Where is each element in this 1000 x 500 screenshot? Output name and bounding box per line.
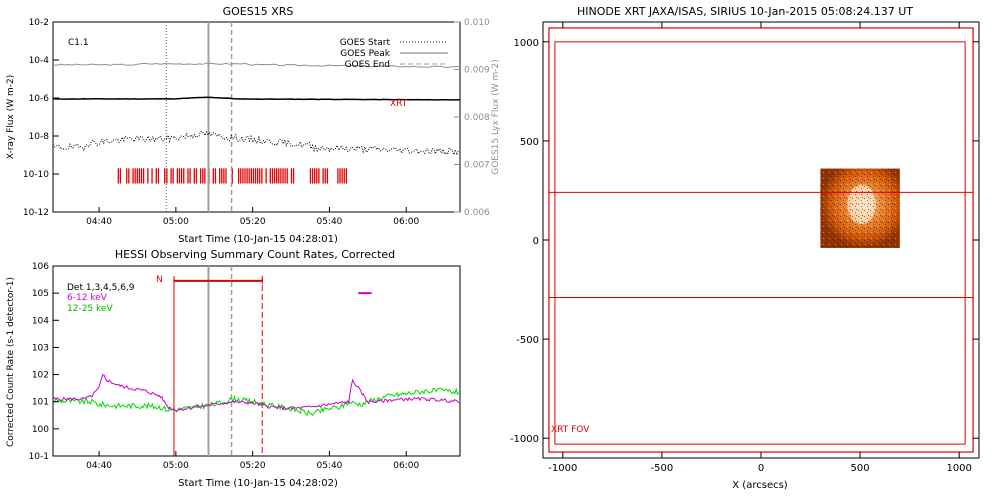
goes-x-tick-label: 06:00 (393, 217, 419, 227)
hessi-x-tick-label: 04:40 (86, 461, 112, 471)
goes-x-tick-label: 05:40 (316, 217, 342, 227)
hessi-12-25-series (52, 387, 460, 417)
hessi-event-lines (173, 266, 263, 456)
hessi-state-bars (173, 277, 372, 295)
goes-y-tick-label: 10-12 (23, 208, 49, 218)
goes-right-tick-label: 0.007 (464, 161, 490, 171)
legend-goes-start: GOES Start (340, 38, 391, 48)
xrt-image-noise (820, 168, 900, 248)
xrt-y-ticks: -1000 -500 0 500 1000 (510, 38, 979, 445)
hessi-y-tick-label: 102 (32, 371, 49, 381)
goes-xrt-marks (117, 168, 347, 184)
xrt-fov-boxes (548, 27, 974, 453)
hessi-x-tick-label: 05:20 (240, 461, 266, 471)
goes-y-tick-label: 10-10 (23, 170, 49, 180)
goes-right-tick-label: 0.006 (464, 208, 490, 218)
xrt-x-tick-label: -1000 (548, 463, 577, 474)
goes-y-ticks: 10-12 10-10 10-8 10-6 10-4 10-2 (23, 18, 59, 218)
xrt-x-axis-label: X (arcsecs) (732, 480, 788, 491)
hessi-night-marker: N (156, 275, 163, 285)
xrt-x-tick-label: -500 (651, 463, 674, 474)
xrt-fov-label: XRT FOV (551, 425, 590, 435)
hessi-y-tick-label: 105 (32, 289, 49, 299)
goes-panel: GOES15 XRS 04:40 05:00 05:20 05:40 06:00 10-… (6, 5, 501, 245)
hessi-x-tick-label: 05:00 (163, 461, 189, 471)
goes-y-tick-label: 10-2 (29, 18, 49, 28)
goes-long-series (52, 96, 461, 101)
hessi-legend-6-12: 6-12 keV (67, 293, 108, 303)
hessi-y-tick-label: 100 (32, 425, 49, 435)
xrt-y-tick-label: 0 (533, 236, 539, 247)
goes-plot-frame (52, 21, 461, 213)
legend-goes-peak: GOES Peak (340, 49, 390, 59)
hessi-legend-detectors: Det 1,3,4,5,6,9 (67, 283, 135, 293)
goes-x-tick-label: 04:40 (86, 217, 112, 227)
hessi-y-axis-label: Corrected Count Rate (s-1 detector-1) (6, 277, 16, 447)
goes-class-label: C1.1 (68, 38, 89, 48)
goes-right-tick-label: 0.009 (464, 66, 490, 76)
hessi-y-tick-label: 101 (32, 398, 49, 408)
hessi-6-12-series (52, 374, 460, 412)
goes-xrt-label: XRT (390, 99, 408, 109)
xrt-y-tick-label: -500 (516, 335, 539, 346)
xrt-y-tick-label: -1000 (510, 434, 539, 445)
hessi-panel: HESSI Observing Summary Count Rates, Cor… (6, 248, 461, 489)
xrt-x-ticks: -1000 -500 0 500 1000 (548, 22, 972, 474)
goes-right-tick-label: 0.008 (464, 113, 490, 123)
goes-x-ticks: 04:40 05:00 05:20 05:40 06:00 (86, 207, 419, 227)
goes-x-axis-label: Start Time (10-Jan-15 04:28:01) (178, 234, 338, 245)
xrt-x-tick-label: 0 (758, 463, 764, 474)
goes-y-tick-label: 10-6 (29, 94, 50, 104)
xrt-title: HINODE XRT JAXA/ISAS, SIRIUS 10-Jan-2015… (577, 5, 913, 18)
goes-event-lines (165, 22, 233, 212)
xrt-plot-frame (542, 21, 980, 459)
xrt-fov-outer (548, 27, 974, 453)
goes-legend: GOES Start GOES Peak GOES End (340, 38, 448, 70)
hessi-y-tick-label: 10-1 (29, 452, 49, 462)
hessi-y-ticks: 10-1 100 101 102 103 104 105 106 (29, 262, 59, 462)
xrt-x-tick-label: 500 (851, 463, 870, 474)
xrt-y-tick-label: 500 (520, 137, 539, 148)
goes-y-tick-label: 10-8 (29, 132, 50, 142)
hessi-x-ticks: 04:40 05:00 05:20 05:40 06:00 (86, 451, 419, 471)
goes-lyx-series (52, 62, 461, 68)
goes-y-tick-label: 10-4 (29, 56, 50, 66)
hessi-title: HESSI Observing Summary Count Rates, Cor… (115, 248, 395, 261)
hessi-x-tick-label: 06:00 (393, 461, 419, 471)
xrt-x-tick-label: 1000 (946, 463, 971, 474)
goes-short-series (52, 130, 459, 157)
goes-right-axis-label: GOES15 Lyx Flux (W m-2) (491, 59, 501, 175)
goes-x-tick-label: 05:20 (240, 217, 266, 227)
xrt-fov-inner (554, 41, 966, 445)
hessi-y-tick-label: 106 (32, 262, 49, 272)
hessi-legend-12-25: 12-25 keV (67, 304, 113, 314)
solar-xray-image (820, 168, 900, 248)
hessi-plot-frame (52, 265, 461, 457)
goes-y-axis-label: X-ray Flux (W m-2) (6, 75, 16, 159)
goes-right-ticks: 0.006 0.007 0.008 0.009 0.010 (454, 18, 490, 218)
goes-x-tick-label: 05:00 (163, 217, 189, 227)
hessi-x-tick-label: 05:40 (316, 461, 342, 471)
xrt-y-tick-label: 1000 (514, 38, 539, 49)
hessi-x-axis-label: Start Time (10-Jan-15 04:28:02) (178, 478, 338, 489)
hessi-y-tick-label: 104 (32, 316, 49, 326)
xrt-panel: HINODE XRT JAXA/ISAS, SIRIUS 10-Jan-2015… (510, 5, 980, 491)
legend-goes-end: GOES End (345, 60, 390, 70)
goes-title: GOES15 XRS (223, 5, 294, 18)
goes-right-tick-label: 0.010 (464, 18, 490, 28)
hessi-y-tick-label: 103 (32, 343, 49, 353)
